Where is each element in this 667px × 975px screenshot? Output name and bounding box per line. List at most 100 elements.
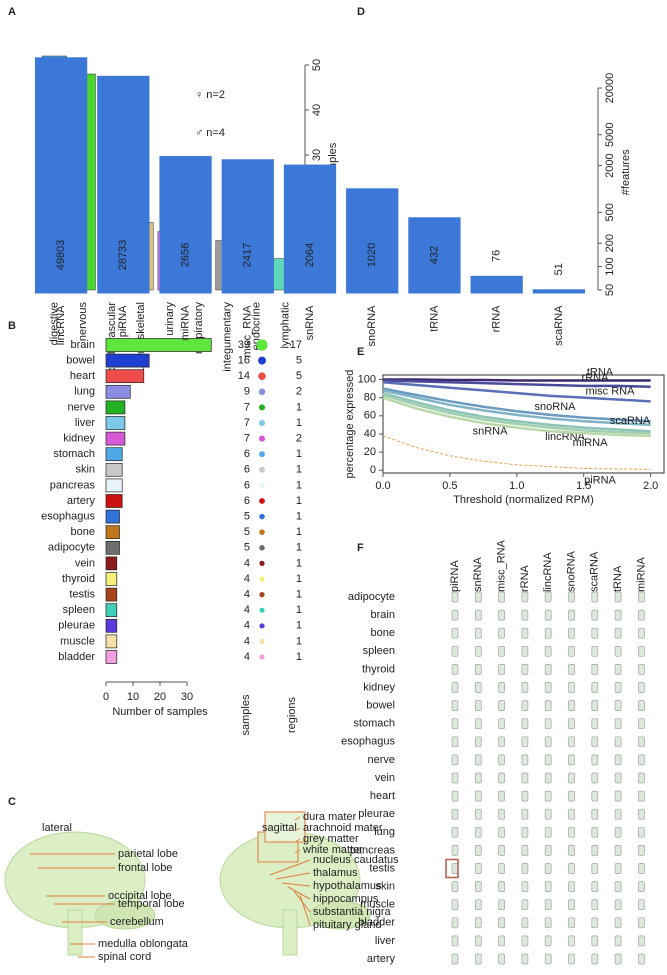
category-label: bladder (58, 651, 95, 663)
glyph (498, 645, 505, 657)
glyph (638, 826, 645, 838)
category-label: brain (71, 339, 95, 351)
series-label: misc RNA (586, 385, 636, 397)
sample-dot (259, 623, 265, 629)
category-label: muscle (60, 635, 95, 647)
sample-dot (259, 482, 265, 489)
column-label: misc_RNA (496, 539, 508, 592)
glyph (638, 917, 645, 929)
glyph (521, 718, 529, 730)
bar (97, 75, 150, 294)
glyph (474, 682, 482, 693)
line (382, 435, 651, 470)
glyph (568, 609, 575, 621)
glyph (544, 845, 552, 856)
glyph (474, 772, 482, 784)
glyph (498, 826, 505, 838)
glyph (591, 627, 599, 639)
glyph (544, 700, 552, 711)
glyph (568, 899, 575, 911)
value-label: 1020 (366, 243, 378, 267)
glyph (498, 718, 505, 730)
bar (221, 159, 274, 294)
glyph (568, 772, 575, 784)
glyph (521, 917, 529, 929)
anatomy-label: thalamus (313, 867, 358, 879)
y-axis-label: percentage expressed (344, 370, 356, 479)
bar (105, 416, 126, 430)
category-label: spleen (63, 604, 95, 616)
glyph (544, 826, 552, 838)
glyph (568, 953, 575, 965)
anatomy-label: pituitary gland (313, 919, 382, 931)
value-label: 9 (244, 386, 250, 398)
glyph (568, 664, 575, 675)
glyph (591, 664, 599, 675)
glyph (638, 863, 645, 874)
bar (34, 57, 88, 294)
line (382, 389, 651, 427)
row-label: pleurae (358, 808, 395, 820)
glyph (591, 591, 599, 603)
line (382, 393, 651, 435)
series-label: rRNA (582, 372, 610, 384)
glyph (544, 591, 552, 603)
glyph (474, 754, 482, 766)
x-tick-label: endocrine (251, 302, 263, 350)
row-label: nerve (367, 754, 395, 766)
value-label: 4 (244, 651, 250, 663)
glyph (474, 881, 482, 892)
glyph (638, 664, 645, 675)
glyph (591, 899, 599, 911)
glyph (544, 718, 552, 730)
glyph (614, 645, 622, 657)
panel-label: E (357, 346, 364, 358)
value-label: 5 (244, 526, 250, 538)
glyph (498, 808, 505, 820)
bar (105, 384, 131, 399)
x-tick-label: piRNA (117, 305, 129, 337)
glyph (591, 682, 599, 693)
glyph (474, 609, 482, 621)
anatomy-label: arachnoid mater (303, 822, 383, 834)
value-label: 2064 (304, 243, 316, 267)
glyph (638, 772, 645, 784)
glyph (614, 609, 622, 621)
glyph (521, 953, 529, 965)
y-tick-label: 200 (604, 234, 616, 252)
glyph (568, 935, 575, 947)
glyph (591, 718, 599, 730)
glyph (451, 935, 459, 947)
glyph (568, 754, 575, 766)
glyph (498, 917, 505, 929)
panel-label: A (8, 6, 16, 18)
glyph (451, 682, 459, 693)
value-label: 6 (244, 495, 250, 507)
category-label: adipocyte (48, 542, 95, 554)
glyph (614, 899, 622, 911)
glyph (498, 863, 505, 874)
glyph (498, 664, 505, 675)
region-label: 17 (290, 339, 302, 351)
glyph (614, 790, 622, 802)
glyph (474, 664, 482, 675)
glyph (451, 718, 459, 730)
glyph (568, 917, 575, 929)
glyph (521, 881, 529, 892)
glyph (544, 808, 552, 820)
region-label: 5 (296, 370, 302, 382)
glyph (638, 899, 645, 911)
glyph (474, 627, 482, 639)
brain-shapes (4, 811, 371, 956)
bar (105, 540, 120, 555)
annotation: ♀ n=2 (195, 89, 225, 101)
value-label: 7 (244, 417, 250, 429)
column-label: tRNA (612, 565, 624, 592)
pointer (294, 827, 301, 832)
glyph (521, 845, 529, 856)
category-label: pleurae (58, 620, 95, 632)
glyph (544, 863, 552, 874)
y-tick-label: 30 (311, 149, 323, 161)
x-tick-label: scaRNA (553, 305, 565, 346)
x-tick-label: 0 (103, 691, 109, 703)
